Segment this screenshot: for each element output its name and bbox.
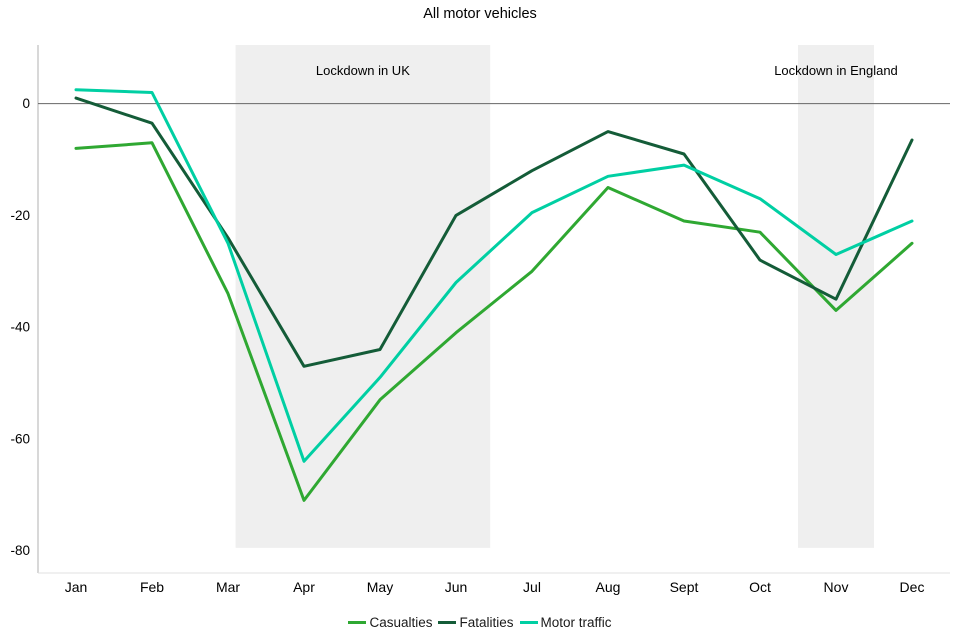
x-tick-label: Aug [596, 579, 621, 595]
y-tick-label: -20 [10, 208, 30, 223]
x-tick-label: Apr [293, 579, 315, 595]
series-line-motor-traffic [74, 88, 914, 463]
y-tick-label: -80 [10, 543, 30, 558]
legend-label-motor-traffic: Motor traffic [540, 614, 612, 630]
annotation-region-0 [235, 45, 491, 548]
legend: Casualties Fatalities Motor traffic [0, 610, 960, 634]
legend-item-fatalities: Fatalities [438, 614, 514, 630]
motor-traffic-line-swatch [519, 620, 538, 624]
annotation-label-1: Lockdown in England [774, 63, 898, 78]
legend-item-casualties: Casualties [348, 615, 432, 630]
legend-item-motor-traffic: Motor traffic [519, 614, 612, 630]
plot-area: Lockdown in UK Lockdown in England 0 -20 -40… [10, 45, 950, 595]
casualties-line-swatch [348, 620, 367, 624]
chart-title: All motor vehicles [423, 6, 537, 22]
series-line-casualties [74, 141, 914, 502]
annotation-label-0: Lockdown in UK [316, 63, 410, 78]
y-tick-label: 0 [22, 96, 30, 111]
x-tick-label: Nov [824, 579, 849, 595]
legend-label-fatalities: Fatalities [459, 614, 514, 630]
x-tick-label: Sept [670, 579, 699, 595]
x-tick-label: May [367, 579, 393, 595]
y-tick-label: -60 [10, 431, 30, 446]
x-tick-label: Mar [216, 579, 240, 595]
x-tick-label: Jan [65, 579, 88, 595]
series-line-fatalities [74, 96, 914, 368]
x-tick-label: Dec [900, 579, 925, 595]
x-tick-label: Jun [445, 579, 468, 595]
x-tick-label: Feb [140, 579, 164, 595]
y-tick-label: -40 [10, 320, 30, 335]
x-tick-label: Jul [523, 579, 541, 595]
fatalities-line-swatch [438, 620, 457, 624]
legend-label-casualties: Casualties [369, 614, 433, 630]
x-tick-label: Oct [749, 579, 771, 595]
